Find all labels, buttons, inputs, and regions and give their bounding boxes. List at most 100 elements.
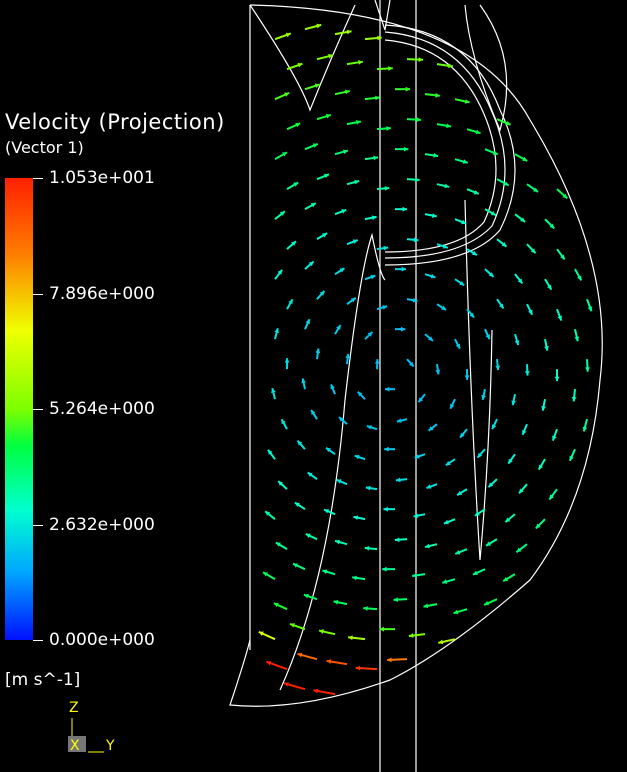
velocity-vector-head <box>278 481 284 486</box>
velocity-vector-head <box>514 340 520 346</box>
legend-tick-label: 5.264e+000 <box>49 399 155 419</box>
velocity-vector-head <box>549 494 554 500</box>
velocity-vector-head <box>346 29 352 35</box>
velocity-vector-head <box>333 599 339 605</box>
velocity-vector-head <box>430 273 436 279</box>
velocity-vector-head <box>350 297 356 303</box>
velocity-vector-head <box>394 537 400 543</box>
velocity-vector-head <box>295 122 301 128</box>
axis-z-label: Z <box>69 700 79 716</box>
velocity-vector-head <box>503 181 509 186</box>
velocity-vector-head <box>538 464 544 470</box>
velocity-vector-head <box>577 275 582 281</box>
velocity-vector-head <box>431 213 437 218</box>
velocity-vector-head <box>366 425 372 430</box>
velocity-vector-head <box>528 309 533 315</box>
velocity-vector-head <box>285 32 291 38</box>
velocity-vector-head <box>433 153 439 158</box>
velocity-vectors <box>258 23 593 696</box>
velocity-vector-head <box>469 312 475 318</box>
velocity-vector-head <box>488 482 494 488</box>
velocity-vector-head <box>352 575 357 581</box>
velocity-vector-head <box>341 209 347 214</box>
velocity-vector-head <box>339 268 345 273</box>
legend-tick <box>33 178 43 179</box>
velocity-vector-head <box>453 609 459 615</box>
velocity-vector-head <box>388 66 393 71</box>
velocity-vector-head <box>562 193 568 199</box>
velocity-vector-head <box>265 511 271 516</box>
velocity-vector-head <box>462 159 468 164</box>
velocity-vector-head <box>552 435 557 441</box>
velocity-vector-head <box>292 563 298 568</box>
outline-lower-blade <box>279 232 386 691</box>
velocity-vector-head <box>395 477 401 483</box>
velocity-vector-head <box>460 432 465 438</box>
axis-y-label: Y <box>106 738 115 754</box>
velocity-vector-head <box>375 95 380 101</box>
velocity-vector-head <box>574 336 580 342</box>
velocity-vector-head <box>484 600 490 606</box>
velocity-vector-head <box>450 403 455 409</box>
velocity-vector-head <box>442 579 448 584</box>
velocity-vector-head <box>516 547 522 553</box>
velocity-vector-head <box>283 682 289 687</box>
velocity-vector-head <box>490 210 496 216</box>
velocity-vector-head <box>418 397 424 403</box>
velocity-vector-head <box>330 384 335 390</box>
velocity-vector-head <box>535 523 541 529</box>
velocity-vector-head <box>416 117 422 123</box>
velocity-vector-head <box>485 334 490 340</box>
velocity-vector-head <box>481 395 486 400</box>
velocity-vector-head <box>560 254 565 260</box>
velocity-vector-head <box>522 156 528 161</box>
legend-tick <box>33 525 43 526</box>
velocity-vector-head <box>367 331 373 337</box>
velocity-vector-head <box>438 639 444 645</box>
velocity-vector-head <box>387 657 392 663</box>
velocity-vector-head <box>402 206 407 212</box>
velocity-vector-head <box>319 629 324 634</box>
velocity-vector-head <box>428 336 433 341</box>
velocity-vector-head <box>383 506 388 512</box>
velocity-vector-head <box>445 460 451 466</box>
velocity-vector-head <box>549 223 555 229</box>
velocity-vector-head <box>382 305 388 310</box>
velocity-vector-head <box>457 490 463 496</box>
velocity-vector-head <box>461 219 467 225</box>
velocity-vector-head <box>315 348 321 354</box>
velocity-vector-head <box>423 603 429 609</box>
axis-x-label: X <box>70 738 80 754</box>
velocity-vector-head <box>358 59 363 65</box>
velocity-vector-head <box>297 652 303 658</box>
velocity-vector-head <box>384 185 390 191</box>
velocity-vector-head <box>464 375 470 380</box>
velocity-vector-head <box>533 187 538 192</box>
velocity-vector-head <box>415 177 420 183</box>
velocity-vector-head <box>444 183 450 189</box>
velocity-vector-head <box>414 454 420 459</box>
velocity-vector-head <box>547 284 552 290</box>
velocity-vector-head <box>386 126 391 131</box>
velocity-vector-head <box>508 458 513 464</box>
velocity-vector-head <box>284 92 290 97</box>
velocity-vector-head <box>413 237 419 243</box>
velocity-vector-head <box>492 150 498 155</box>
velocity-vector-head <box>313 688 319 694</box>
axis-triad[interactable]: Z X Y <box>60 700 130 760</box>
velocity-vector-head <box>355 665 361 671</box>
velocity-vector-head <box>357 391 363 397</box>
velocity-vector-head <box>325 113 331 119</box>
velocity-vector-head <box>554 376 560 382</box>
velocity-vector-head <box>403 146 409 152</box>
velocity-vector-head <box>474 511 480 516</box>
velocity-vector-head <box>266 660 272 666</box>
velocity-vector-head <box>408 361 414 367</box>
velocity-vector-head <box>408 633 414 638</box>
velocity-vector-head <box>405 86 411 92</box>
velocity-vector-head <box>486 541 492 546</box>
outline-upper-blade <box>249 4 356 112</box>
velocity-vector-head <box>322 233 328 238</box>
velocity-vector-head <box>557 315 562 321</box>
